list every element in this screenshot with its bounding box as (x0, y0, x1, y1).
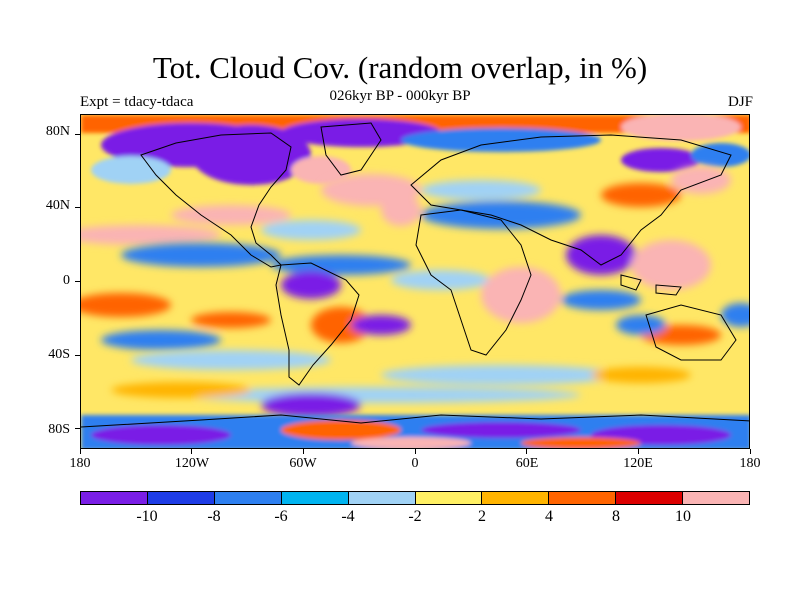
x-tick-label-120w: 120W (174, 456, 210, 471)
northern-midlat (81, 166, 731, 245)
x-tick-mark (749, 449, 751, 454)
arctic-band (81, 115, 749, 185)
southern-midlat (111, 350, 691, 417)
colorbar (80, 491, 750, 505)
plot-subtitle: 026kyr BP - 000kyr BP (329, 88, 471, 104)
colorbar-swatch-7 (549, 492, 617, 504)
colorbar-label: 4 (545, 508, 553, 525)
colorbar-label: 8 (612, 508, 620, 525)
colorbar-label: 2 (478, 508, 486, 525)
colorbar-swatch-5 (415, 492, 483, 504)
y-tick-mark (75, 354, 80, 356)
y-tick-mark (75, 281, 80, 282)
x-tick-mark (637, 449, 639, 454)
colorbar-swatch-2 (214, 492, 282, 504)
x-tick-mark (79, 449, 81, 454)
y-tick-label-80s: 80S (48, 422, 70, 437)
colorbar-swatch-6 (482, 492, 550, 504)
colorbar-label: -2 (408, 508, 422, 525)
x-tick-label-120e: 120E (623, 456, 653, 471)
y-tick-label-80n: 80N (45, 124, 70, 139)
y-tick-label-40n: 40N (45, 198, 70, 213)
plot-title: Tot. Cloud Cov. (random overlap, in %) (152, 50, 648, 85)
map-panel (80, 114, 750, 449)
colorbar-swatch-0 (81, 492, 148, 504)
x-tick-mark (414, 449, 416, 454)
colorbar-swatch-3 (281, 492, 349, 504)
x-tick-mark (526, 449, 528, 454)
colorbar-label: 10 (675, 508, 691, 525)
colorbar-label: -10 (136, 508, 158, 525)
x-tick-label-60w: 60W (289, 456, 317, 471)
colorbar-label: -8 (207, 508, 221, 525)
season-label: DJF (727, 94, 753, 110)
colorbar-label: -6 (274, 508, 288, 525)
colorbar-swatch-4 (348, 492, 416, 504)
x-tick-mark (302, 449, 304, 454)
y-tick-mark (75, 133, 80, 135)
x-tick-mark (191, 449, 193, 454)
y-tick-label-0: 0 (63, 273, 70, 288)
x-tick-label-60e: 60E (515, 456, 539, 471)
y-tick-mark (75, 428, 80, 430)
tropical-band (81, 235, 749, 350)
antarctic-band (81, 415, 749, 448)
y-tick-mark (75, 207, 80, 209)
colorbar-swatch-8 (616, 492, 684, 504)
x-tick-label-0: 0 (411, 456, 419, 471)
colorbar-swatch-1 (147, 492, 215, 504)
experiment-label: Expt = tdacy-tdaca (80, 94, 194, 110)
x-tick-label-180e: 180 (739, 456, 761, 471)
cloud-cover-field (81, 115, 749, 448)
x-tick-label-180w: 180 (69, 456, 91, 471)
colorbar-swatch-9 (683, 492, 750, 504)
continent-outlines (81, 122, 749, 428)
colorbar-label: -4 (341, 508, 355, 525)
y-tick-label-40s: 40S (48, 347, 70, 362)
